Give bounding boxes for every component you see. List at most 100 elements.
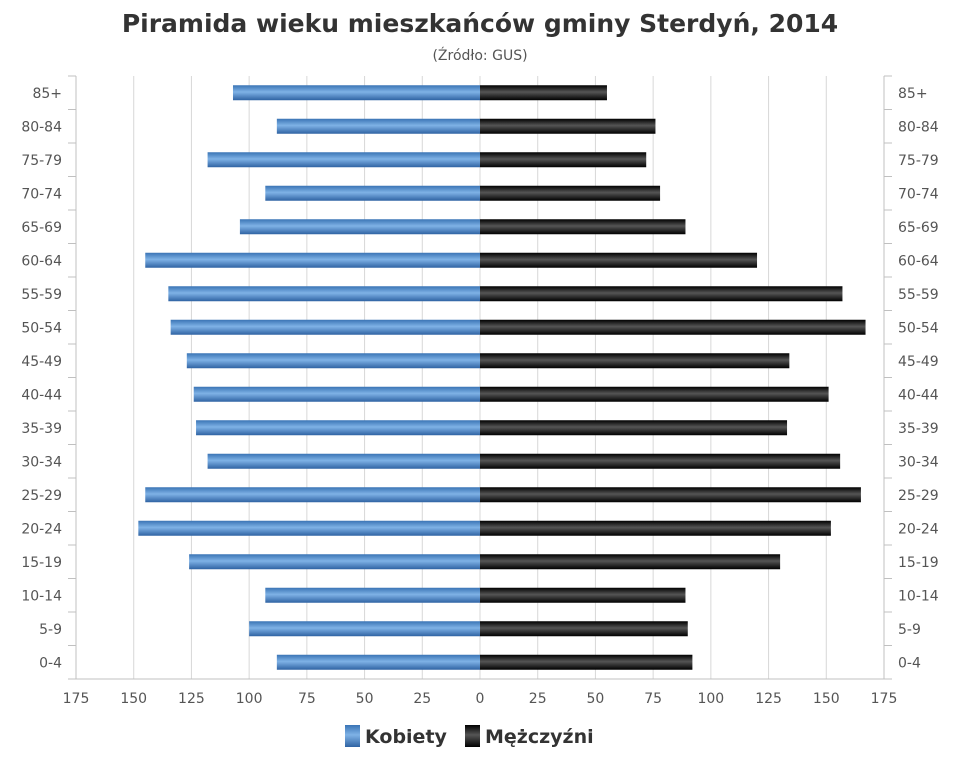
bar-kobiety[interactable] bbox=[239, 219, 480, 235]
y-tick-label-left: 60-64 bbox=[21, 253, 62, 269]
bar-kobiety[interactable] bbox=[189, 554, 480, 570]
x-tick-label: 50 bbox=[587, 691, 605, 707]
bar-mezczyzni[interactable] bbox=[480, 252, 758, 268]
legend-label: Mężczyźni bbox=[485, 726, 594, 748]
chart-subtitle: (Źródło: GUS) bbox=[432, 46, 527, 64]
legend-swatch bbox=[345, 725, 360, 747]
bar-kobiety[interactable] bbox=[265, 587, 480, 603]
legend-item-kobiety[interactable]: Kobiety bbox=[345, 725, 448, 748]
bar-mezczyzni[interactable] bbox=[480, 353, 790, 369]
y-tick-label-left: 70-74 bbox=[21, 186, 62, 202]
y-tick-label-left: 5-9 bbox=[39, 622, 62, 638]
y-tick-label-left: 85+ bbox=[32, 86, 62, 102]
bar-mezczyzni[interactable] bbox=[480, 219, 686, 235]
y-tick-label-right: 25-29 bbox=[898, 488, 939, 504]
bar-kobiety[interactable] bbox=[196, 420, 480, 436]
y-tick-label-right: 0-4 bbox=[898, 655, 921, 671]
y-tick-label-right: 50-54 bbox=[898, 320, 939, 336]
x-tick-label: 75 bbox=[298, 691, 316, 707]
bar-mezczyzni[interactable] bbox=[480, 654, 693, 670]
y-tick-label-right: 55-59 bbox=[898, 287, 939, 303]
y-tick-label-left: 0-4 bbox=[39, 655, 62, 671]
y-tick-label-left: 20-24 bbox=[21, 521, 62, 537]
y-tick-label-right: 75-79 bbox=[898, 153, 939, 169]
x-tick-label: 125 bbox=[178, 691, 205, 707]
bar-kobiety[interactable] bbox=[232, 85, 480, 101]
y-tick-label-left: 35-39 bbox=[21, 421, 62, 437]
chart-title: Piramida wieku mieszkańców gminy Sterdyń… bbox=[122, 9, 838, 38]
legend-item-mezczyzni[interactable]: Mężczyźni bbox=[465, 725, 594, 748]
y-tick-label-left: 80-84 bbox=[21, 119, 62, 135]
grid bbox=[133, 76, 827, 679]
y-tick-label-right: 70-74 bbox=[898, 186, 939, 202]
bar-kobiety[interactable] bbox=[145, 252, 480, 268]
bar-mezczyzni[interactable] bbox=[480, 85, 607, 101]
bar-mezczyzni[interactable] bbox=[480, 118, 656, 134]
x-tick-label: 150 bbox=[813, 691, 840, 707]
bar-kobiety[interactable] bbox=[249, 621, 480, 637]
y-tick-label-right: 30-34 bbox=[898, 454, 939, 470]
y-tick-label-right: 20-24 bbox=[898, 521, 939, 537]
y-tick-label-left: 40-44 bbox=[21, 387, 62, 403]
bar-mezczyzni[interactable] bbox=[480, 420, 788, 436]
bar-mezczyzni[interactable] bbox=[480, 152, 647, 168]
x-tick-label: 175 bbox=[63, 691, 90, 707]
y-tick-label-left: 10-14 bbox=[21, 588, 62, 604]
y-tick-label-right: 35-39 bbox=[898, 421, 939, 437]
x-tick-label: 25 bbox=[529, 691, 547, 707]
axes bbox=[68, 75, 892, 680]
y-tick-label-left: 15-19 bbox=[21, 555, 62, 571]
y-tick-label-left: 75-79 bbox=[21, 153, 62, 169]
bar-kobiety[interactable] bbox=[170, 319, 480, 335]
x-tick-label: 125 bbox=[755, 691, 782, 707]
legend-label: Kobiety bbox=[365, 726, 448, 748]
y-tick-label-right: 10-14 bbox=[898, 588, 939, 604]
bar-mezczyzni[interactable] bbox=[480, 185, 661, 201]
y-tick-label-right: 15-19 bbox=[898, 555, 939, 571]
bar-kobiety[interactable] bbox=[138, 520, 480, 536]
bar-mezczyzni[interactable] bbox=[480, 286, 843, 302]
bar-kobiety[interactable] bbox=[193, 386, 481, 402]
bar-kobiety[interactable] bbox=[276, 654, 480, 670]
bar-mezczyzni[interactable] bbox=[480, 587, 686, 603]
y-tick-label-left: 65-69 bbox=[21, 220, 62, 236]
tick-labels: 175 150 125 100 75 50 25 0 25 50 75 100 125 150 175 85+… bbox=[21, 86, 938, 707]
bar-mezczyzni[interactable] bbox=[480, 386, 829, 402]
legend-swatch bbox=[465, 725, 480, 747]
x-tick-label: 100 bbox=[236, 691, 263, 707]
bars bbox=[138, 85, 866, 670]
y-tick-label-right: 85+ bbox=[898, 86, 928, 102]
y-tick-label-right: 40-44 bbox=[898, 387, 939, 403]
bar-mezczyzni[interactable] bbox=[480, 554, 781, 570]
x-tick-label: 0 bbox=[476, 691, 485, 707]
y-tick-label-right: 65-69 bbox=[898, 220, 939, 236]
x-tick-label: 150 bbox=[120, 691, 147, 707]
y-tick-label-left: 45-49 bbox=[21, 354, 62, 370]
y-tick-label-left: 55-59 bbox=[21, 287, 62, 303]
y-tick-label-right: 80-84 bbox=[898, 119, 939, 135]
y-tick-label-left: 25-29 bbox=[21, 488, 62, 504]
bar-mezczyzni[interactable] bbox=[480, 453, 841, 469]
x-tick-label: 175 bbox=[871, 691, 898, 707]
bar-kobiety[interactable] bbox=[265, 185, 480, 201]
bar-kobiety[interactable] bbox=[207, 453, 481, 469]
bar-kobiety[interactable] bbox=[186, 353, 480, 369]
bar-kobiety[interactable] bbox=[207, 152, 481, 168]
bar-mezczyzni[interactable] bbox=[480, 319, 866, 335]
y-tick-label-right: 45-49 bbox=[898, 354, 939, 370]
y-tick-label-right: 5-9 bbox=[898, 622, 921, 638]
x-tick-label: 100 bbox=[697, 691, 724, 707]
bar-kobiety[interactable] bbox=[145, 487, 480, 503]
bar-kobiety[interactable] bbox=[168, 286, 481, 302]
x-tick-label: 25 bbox=[413, 691, 431, 707]
y-tick-label-right: 60-64 bbox=[898, 253, 939, 269]
bar-mezczyzni[interactable] bbox=[480, 487, 861, 503]
y-tick-label-left: 30-34 bbox=[21, 454, 62, 470]
bar-kobiety[interactable] bbox=[276, 118, 480, 134]
bar-mezczyzni[interactable] bbox=[480, 621, 688, 637]
legend[interactable]: Kobiety Mężczyźni bbox=[345, 725, 594, 748]
x-tick-label: 50 bbox=[356, 691, 374, 707]
bar-mezczyzni[interactable] bbox=[480, 520, 831, 536]
